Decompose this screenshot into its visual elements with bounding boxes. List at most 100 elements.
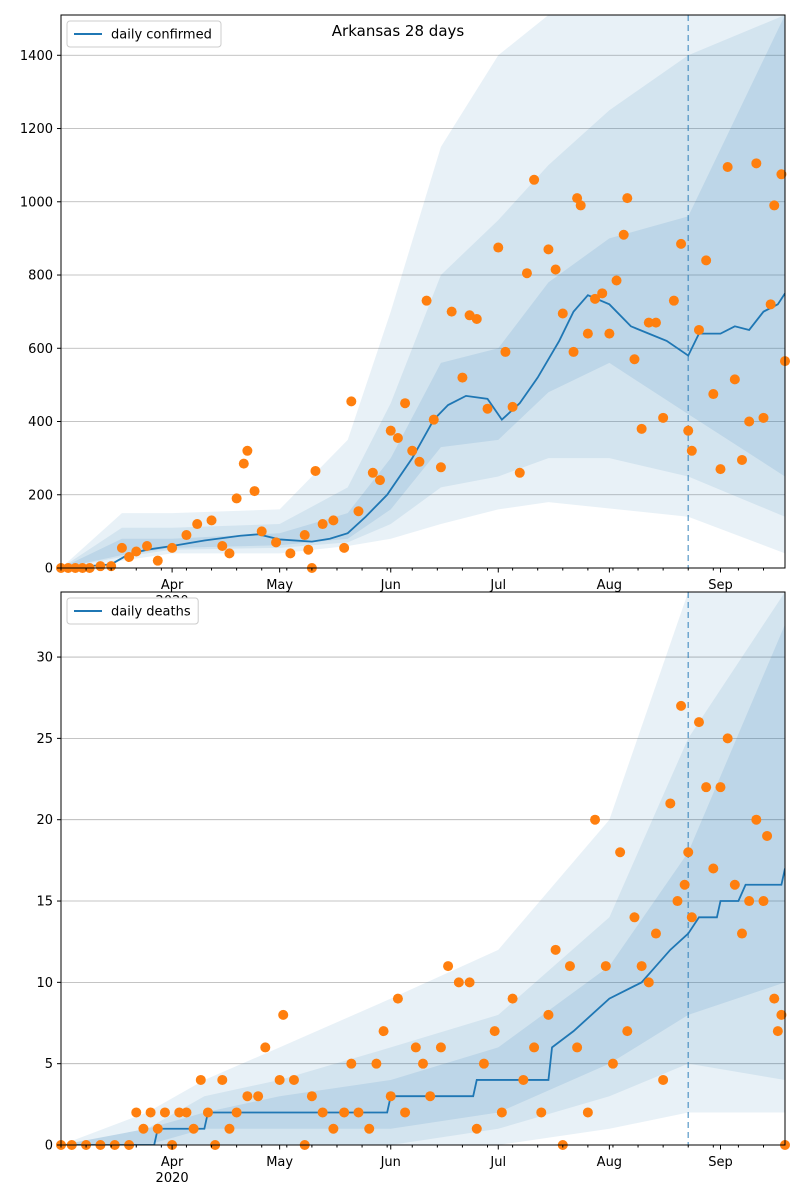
observed-point (167, 542, 178, 553)
observed-point (622, 1026, 633, 1037)
uncertainty-band-outer (61, 15, 785, 568)
confirmed-panel: 0200400600800100012001400Apr2020MayJunJu… (20, 14, 790, 609)
y-tick-label: 200 (28, 488, 53, 503)
observed-point (679, 879, 690, 890)
y-tick-label: 5 (45, 1057, 53, 1072)
observed-point (758, 412, 769, 423)
observed-point (202, 1107, 213, 1118)
observed-point (701, 255, 712, 266)
axes-frame (60, 14, 786, 569)
y-tick-label: 25 (36, 732, 53, 747)
legend-box (66, 597, 199, 625)
observed-point (410, 1042, 421, 1053)
observed-point (622, 193, 633, 204)
observed-point (217, 541, 228, 552)
observed-point (543, 244, 554, 255)
observed-point (145, 1107, 156, 1118)
observed-point (328, 515, 339, 526)
y-tick-label: 20 (36, 813, 53, 828)
x-tick-label: Sep (708, 578, 733, 593)
x-tick-label: May (266, 578, 293, 593)
observed-point (618, 229, 629, 240)
observed-point (493, 242, 504, 253)
observed-point (159, 1107, 170, 1118)
observed-point (400, 1107, 411, 1118)
observed-point (224, 548, 235, 559)
observed-point (686, 445, 697, 456)
observed-point (550, 944, 561, 955)
observed-point (604, 328, 615, 339)
observed-point (421, 295, 432, 306)
observed-point (658, 412, 669, 423)
x-tick-label: Apr (161, 1155, 184, 1170)
observed-point (131, 546, 142, 557)
observed-point (238, 458, 249, 469)
observed-point (339, 1107, 350, 1118)
observed-point (392, 993, 403, 1004)
observed-point (446, 306, 457, 317)
observed-point (607, 1058, 618, 1069)
observed-point (188, 1123, 199, 1134)
y-tick-label: 0 (45, 562, 53, 577)
observed-point (489, 1026, 500, 1037)
observed-point (751, 158, 762, 169)
observed-point (310, 465, 321, 476)
observed-point (751, 814, 762, 825)
observed-point (736, 928, 747, 939)
observed-point (328, 1123, 339, 1134)
y-tick-label: 1400 (20, 49, 53, 64)
observed-point (142, 541, 153, 552)
x-tick-label: May (266, 1155, 293, 1170)
observed-point (686, 912, 697, 923)
observed-point (575, 200, 586, 211)
y-tick-label: 1200 (20, 122, 53, 137)
observed-point (543, 1009, 554, 1020)
observed-point (385, 425, 396, 436)
observed-point (435, 462, 446, 473)
y-tick-label: 600 (28, 342, 53, 357)
chart-title: Arkansas 28 days (332, 22, 465, 40)
observed-point (658, 1074, 669, 1085)
observed-point (407, 445, 418, 456)
legend-box (66, 20, 222, 48)
observed-point (590, 814, 601, 825)
observed-point (299, 530, 310, 541)
observed-point (392, 432, 403, 443)
observed-point (758, 896, 769, 907)
uncertainty-band-middle (61, 592, 785, 1145)
observed-point (507, 993, 518, 1004)
observed-point (668, 295, 679, 306)
observed-point (722, 733, 733, 744)
x-tick-label: Jun (380, 578, 401, 593)
observed-point (195, 1074, 206, 1085)
observed-point (672, 896, 683, 907)
observed-point (378, 1026, 389, 1037)
observed-point (453, 977, 464, 988)
observed-point (518, 1074, 529, 1085)
uncertainty-band-inner (61, 624, 785, 1145)
observed-point (500, 346, 511, 357)
observed-point (514, 467, 525, 478)
observed-point (274, 1074, 285, 1085)
legend: daily confirmed (66, 20, 222, 48)
y-tick-label: 400 (28, 415, 53, 430)
y-tick-label: 0 (45, 1139, 53, 1154)
observed-point (722, 161, 733, 172)
observed-point (744, 416, 755, 427)
observed-point (600, 961, 611, 972)
x-tick-label: Sep (708, 1155, 733, 1170)
observed-point (683, 847, 694, 858)
y-tick-label: 30 (36, 651, 53, 666)
observed-point (367, 467, 378, 478)
observed-point (507, 401, 518, 412)
observed-point (536, 1107, 547, 1118)
y-tick-label: 15 (36, 895, 53, 910)
legend-label: daily deaths (111, 605, 191, 620)
observed-point (729, 879, 740, 890)
observed-point (371, 1058, 382, 1069)
observed-point (231, 1107, 242, 1118)
observed-point (471, 313, 482, 324)
observed-point (582, 328, 593, 339)
